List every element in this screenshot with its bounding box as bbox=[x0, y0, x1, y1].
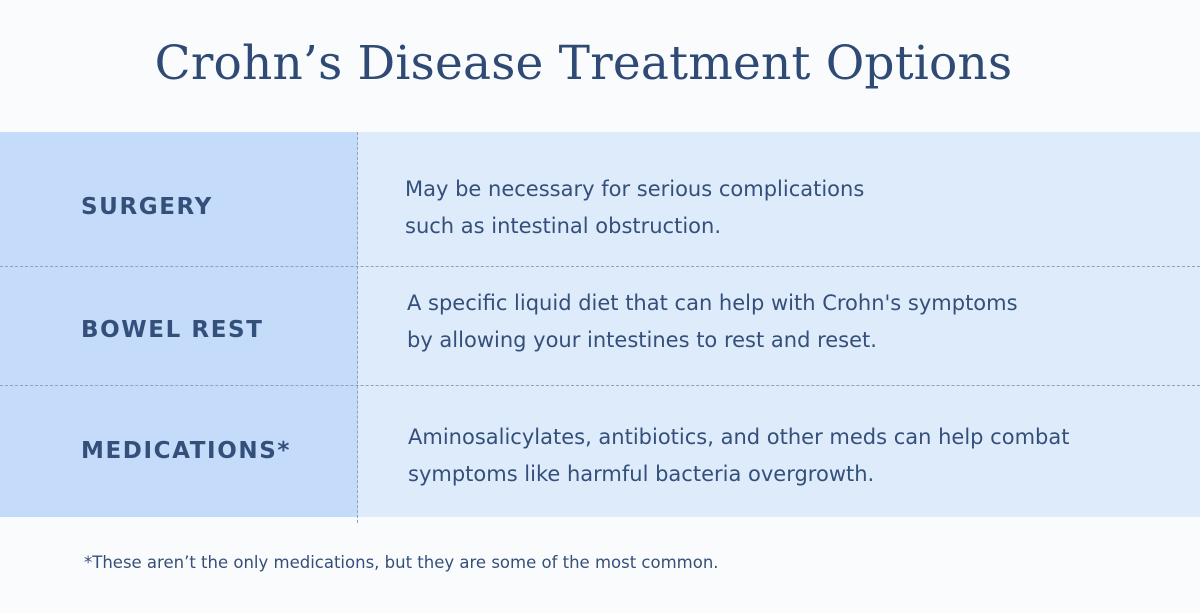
description-line: such as intestinal obstruction. bbox=[405, 214, 722, 238]
page-title: Crohn’s Disease Treatment Options bbox=[154, 36, 1013, 91]
row-label-bowel-rest: BOWEL REST bbox=[81, 317, 264, 343]
row-description-bowel-rest: A specific liquid diet that can help wit… bbox=[407, 285, 1018, 359]
row-divider bbox=[0, 385, 1200, 386]
row-description-surgery: May be necessary for serious complicatio… bbox=[405, 171, 864, 245]
description-line: symptoms like harmful bacteria overgrowt… bbox=[408, 462, 875, 486]
description-line: A specific liquid diet that can help wit… bbox=[407, 291, 1018, 315]
treatment-table: SURGERY May be necessary for serious com… bbox=[0, 132, 1200, 523]
row-label-medications: MEDICATIONS* bbox=[81, 438, 291, 464]
row-label-surgery: SURGERY bbox=[81, 194, 213, 220]
table-row-bowel-rest: BOWEL REST A specific liquid diet that c… bbox=[0, 267, 1200, 385]
row-divider bbox=[0, 266, 1200, 267]
label-column bbox=[0, 132, 358, 517]
row-description-medications: Aminosalicylates, antibiotics, and other… bbox=[408, 419, 1069, 493]
description-line: by allowing your intestines to rest and … bbox=[407, 328, 877, 352]
description-line: Aminosalicylates, antibiotics, and other… bbox=[408, 425, 1070, 449]
table-row-medications: MEDICATIONS* Aminosalicylates, antibioti… bbox=[0, 386, 1200, 517]
table-row-surgery: SURGERY May be necessary for serious com… bbox=[0, 132, 1200, 266]
column-divider bbox=[357, 132, 358, 523]
description-line: May be necessary for serious complicatio… bbox=[405, 177, 865, 201]
footnote: *These aren’t the only medications, but … bbox=[84, 553, 719, 572]
